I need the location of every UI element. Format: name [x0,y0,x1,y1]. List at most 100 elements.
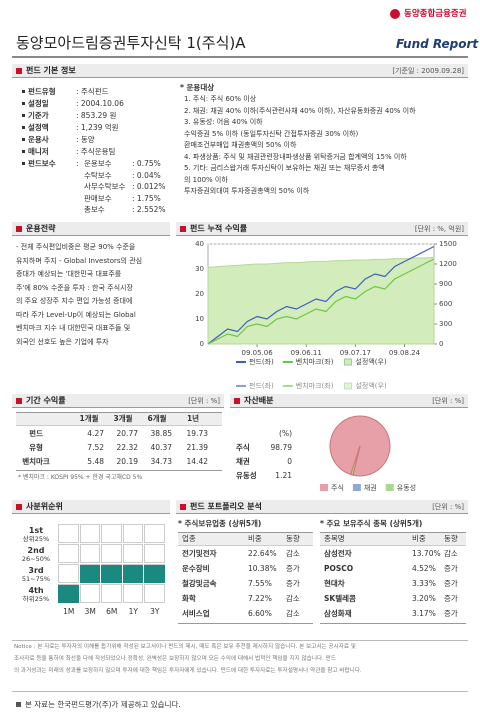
period-label: 1M [63,607,75,616]
section-unit: [단위 : %] [432,502,464,511]
section-unit: [단위 : %] [432,396,464,405]
cell-text: 13.70% [412,549,441,558]
y2-tick-label: 1500 [439,240,457,248]
period-label: 3Y [150,607,160,616]
section-unit: [단위 : %] [188,396,220,405]
line-series [207,258,435,345]
rank-label: 1st [28,526,44,535]
bullet [22,114,25,117]
bullet [22,138,25,141]
cell-text: 서비스업 [182,609,210,618]
rank-mark [79,565,100,583]
cell-text: 증가 [444,579,458,588]
rank-cell [101,544,122,563]
info-label: 설정일 [28,99,49,108]
bullet [22,102,25,105]
y-tick-label: 30 [195,265,204,273]
cell-text: 삼성화재 [324,609,352,618]
fee-value: : 1.75% [132,193,161,203]
info-label: 운용사 [28,135,49,144]
cell-value: 14.42 [186,457,208,466]
cell-text: 감소 [444,549,458,558]
investment-line: 4. 파생상품: 주식 및 채권관련장내파생상품 위탁증거금 합계액의 15% … [184,152,407,161]
section-title: 기간 수익률 [26,396,66,405]
report-title: 동양모아드림증권투자신탁 1(주식)A [16,34,246,52]
cell-text: 3.17% [412,609,436,618]
cell-text: 3.33% [412,579,436,588]
table-bottom-rule [178,623,313,624]
cell-text: 감소 [286,594,300,603]
table-header-bg [16,412,222,426]
notice-line: 조사자료 등을 통하여 최선을 다해 작성되었으나 정확성, 완벽성은 보장하지… [14,656,336,662]
cell-text: 증가 [444,609,458,618]
y2-tick-label: 600 [439,300,452,308]
bullet [22,90,25,93]
info-value: : 주식운용팀 [76,147,116,156]
fee-value: : 0.75% [132,159,161,168]
investment-line: 의 100% 이하 [184,175,228,184]
col-header: 동향 [286,534,300,543]
rank-cell [144,584,165,603]
asset-label: 채권 [236,457,250,466]
y2-tick-label: 300 [439,320,452,328]
cell-text: 증가 [286,579,300,588]
legend-swatch [352,484,361,491]
col-header: (%) [279,429,292,438]
section-title: 운용전략 [26,224,56,233]
period-label: 1Y [128,607,138,616]
rank-cell [58,544,79,563]
col-header: 종목명 [324,534,345,543]
info-label: 펀드유형 [28,87,56,96]
table-title: * 주식보유업종 (상위5개) [178,519,262,528]
info-value: : 853.29 원 [76,111,117,120]
rank-mark [144,565,165,583]
rank-range: 51~75% [21,575,51,583]
section-icon [16,68,22,74]
rank-label: 4th [28,586,44,595]
x-tick-label: 09.05.06 [242,349,274,357]
pie-chart: 주식 채권 유동성 [320,415,416,492]
rank-range: 26~50% [21,555,51,563]
investment-line: 환매조건부매입 채권총액의 50% 이하 [184,141,297,149]
asset-value: 1.21 [275,471,292,480]
section-bar [12,500,170,514]
cell-text: 10.38% [248,564,277,573]
rank-cell [122,524,143,543]
fee-label: 사무수탁보수 [84,182,126,191]
cell-text: 증가 [444,594,458,603]
section-bar [12,64,468,78]
cell-value: 21.39 [186,443,208,452]
asset-value: 98.79 [270,443,292,452]
cell-text: 증가 [286,564,300,573]
period-label: 6M [106,607,118,616]
table-note: * 벤치마크 : KOSPI 95% + 한경 국고채CD 5% [18,474,143,481]
y2-tick-label: 1200 [439,260,457,268]
rank-range: 상위25% [22,535,50,543]
legend-swatch [320,484,328,491]
section-bar [12,222,170,236]
legend-repeat-label: 설정액(우) [355,381,386,390]
cell-value: 7.52 [87,443,104,452]
cell-value: 40.37 [150,443,172,452]
section-unit: [기준일 : 2009.09.28] [392,66,464,75]
section-unit: [단위 : %, 억원] [414,224,464,233]
x-tick-label: 09.08.24 [389,349,421,357]
footer-text: 본 자료는 한국펀드평가(주)가 제공하고 있습니다. [25,700,181,709]
rank-cell [122,584,143,603]
fee-label: 운용보수 [84,159,112,168]
y2-tick-label: 0 [439,340,443,348]
legend-swatch [343,358,352,366]
y-tick-label: 10 [195,315,204,323]
cell-value: 38.85 [150,429,172,438]
asset-label: 유동성 [236,471,257,480]
x-tick-label: 09.07.17 [340,349,371,357]
legend-label: 주식 [331,483,344,492]
strategy-line: 주'에 80% 수준을 투자 : 한국 주식시장 [16,283,133,292]
cell-value: 20.19 [116,457,138,466]
rank-cell [79,544,100,563]
legend-label: 유동성 [397,483,416,492]
table-bottom-rule [16,470,222,471]
cell-text: 7.55% [248,579,272,588]
notice-line: Notice : 본 자료는 투자자의 이해를 돕기위해 작성된 보고서이나 펀… [14,644,356,650]
